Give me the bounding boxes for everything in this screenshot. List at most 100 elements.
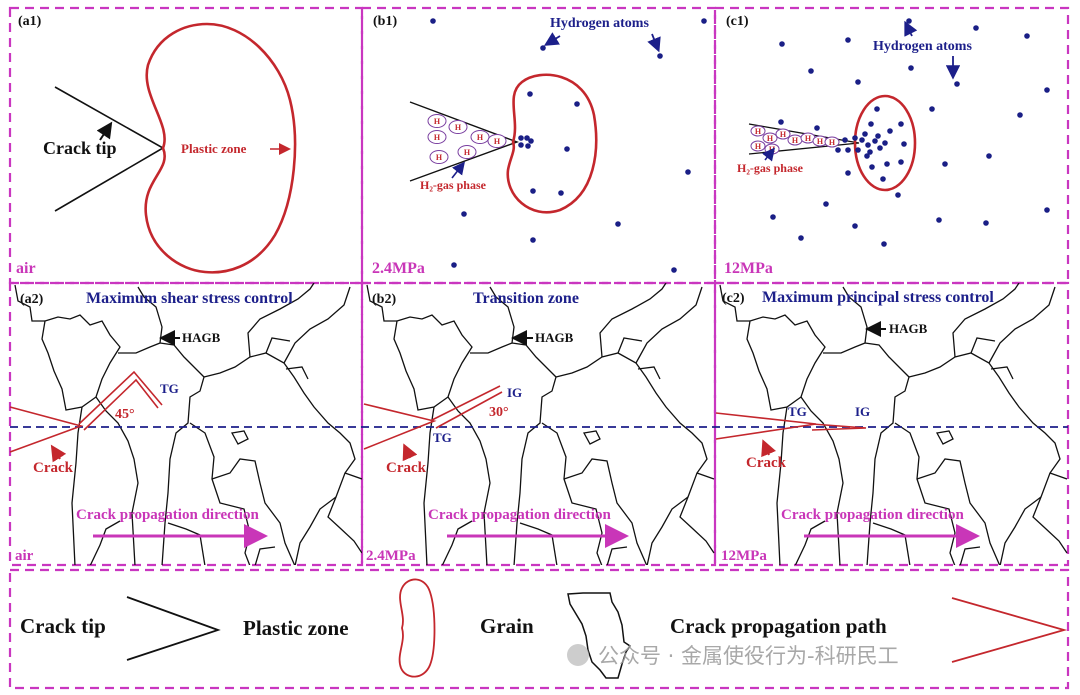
condition-label: air	[16, 260, 36, 277]
hydrogen-atom-dot	[814, 125, 820, 131]
legend-crack-path-label: Crack propagation path	[670, 614, 887, 638]
hydrogen-atom-dot	[770, 214, 776, 220]
hydrogen-atom-dot	[855, 79, 861, 85]
condition-label: air	[15, 548, 34, 564]
crack-label: Crack	[746, 455, 787, 471]
hydrogen-atom-dot	[895, 192, 901, 198]
grain-map-a2	[14, 283, 362, 565]
crack-tip-label: Crack tip	[43, 138, 117, 158]
hydrogen-atom-dot	[528, 138, 534, 144]
hydrogen-atom-dot	[574, 101, 580, 107]
h2-molecule	[487, 134, 507, 148]
hydrogen-atom-dot	[875, 133, 881, 139]
tg-label: TG	[160, 381, 179, 396]
panel-tag: (a2)	[20, 292, 44, 307]
panel-a2-frame	[8, 281, 364, 567]
hydrogen-atom-dot	[882, 140, 888, 146]
h2-molecule	[762, 132, 778, 144]
hydrogen-atom-dot	[884, 161, 890, 167]
legend-grain-label: Grain	[480, 614, 534, 638]
plastic-zone-label: Plastic zone	[181, 141, 247, 156]
hydrogen-atom-dot	[525, 143, 531, 149]
hydrogen-atom-dot	[881, 241, 887, 247]
wechat-icon	[567, 644, 589, 666]
legend-frame	[8, 568, 1070, 690]
h2-molecule-symbol: H	[780, 130, 787, 139]
direction-label: Crack propagation direction	[781, 507, 964, 523]
h2-molecule	[429, 150, 449, 164]
h2-molecule	[775, 128, 791, 140]
hydrogen-atom-dot	[898, 159, 904, 165]
hydrogen-arrow-icon	[904, 20, 918, 37]
hydrogen-atom-dot	[864, 153, 870, 159]
panel-a1-frame	[8, 6, 364, 285]
hydrogen-atom-dot	[983, 220, 989, 226]
crack-label: Crack	[33, 460, 74, 476]
hydrogen-atom-dot	[880, 176, 886, 182]
hydrogen-atom-dot	[942, 161, 948, 167]
hydrogen-atom-dot	[518, 135, 524, 141]
crack-path	[811, 423, 867, 431]
hydrogen-atom-dot	[808, 68, 814, 74]
panel-c2: (c2) Maximum principal stress control HA…	[715, 289, 994, 564]
hydrogen-arrow-icon	[543, 32, 561, 46]
h2-molecule	[750, 125, 766, 137]
h2-molecule-symbol: H	[477, 133, 484, 142]
hydrogen-atom-dot	[657, 53, 663, 59]
tg-label: TG	[433, 430, 452, 445]
hydrogen-atom-dot	[518, 142, 524, 148]
hydrogen-atom-dot	[852, 223, 858, 229]
h2-arrow-icon	[451, 161, 465, 179]
hydrogen-atoms-label: Hydrogen atoms	[550, 16, 649, 31]
hydrogen-atom-dot	[779, 41, 785, 47]
h2-arrow-icon	[762, 147, 775, 162]
legend-grain-icon	[567, 592, 632, 679]
crack-path	[78, 370, 163, 425]
hydrogen-atom-dot	[852, 135, 858, 141]
h2-molecule	[448, 120, 468, 134]
hydrogen-atom-dot	[540, 45, 546, 51]
hydrogen-atom-dot	[1017, 112, 1023, 118]
hydrogen-atoms	[770, 18, 1050, 247]
hydrogen-atom-dot	[671, 267, 677, 273]
hydrogen-atom-dot	[868, 121, 874, 127]
h2-molecule-symbol: H	[464, 148, 471, 157]
hydrogen-arrow-icon	[647, 33, 661, 53]
h2-gas-phase-label: H₂-gas phase	[420, 178, 487, 192]
hydrogen-atoms-label: Hydrogen atoms	[873, 39, 972, 54]
h2-molecule-symbol: H	[755, 127, 762, 136]
hagb-label: HAGB	[889, 321, 928, 336]
panel-c2-frame	[713, 281, 1070, 567]
hydrogen-atom-dot	[929, 106, 935, 112]
hydrogen-atom-dot	[451, 262, 457, 268]
hydrogen-atom-dot	[954, 81, 960, 87]
crack-path	[83, 378, 159, 431]
hydrogen-atom-dot	[530, 188, 536, 194]
hydrogen-atom-dot	[564, 146, 570, 152]
hydrogen-atom-dot	[936, 217, 942, 223]
panel-tag: (c1)	[726, 14, 749, 29]
condition-label: 2.4MPa	[372, 260, 425, 277]
condition-label: 12MPa	[724, 260, 773, 277]
hydrogen-atom-dot	[430, 18, 436, 24]
hagb-label: HAGB	[182, 330, 221, 345]
h2-molecule	[470, 130, 490, 144]
angle-label: 45°	[115, 407, 135, 422]
panel-b1-frame	[360, 6, 717, 285]
hydrogen-atom-dot	[867, 149, 873, 155]
grain-map-b2	[366, 283, 715, 565]
legend-plastic-zone-icon	[398, 578, 436, 678]
plastic-zone-shape	[144, 22, 297, 274]
hagb-label: HAGB	[535, 330, 574, 345]
hydrogen-atom-dot	[1024, 33, 1030, 39]
hydrogen-atom-dot	[986, 153, 992, 159]
legend-crack-tip-label: Crack tip	[20, 614, 106, 638]
crack-label: Crack	[386, 460, 427, 476]
hydrogen-atom-dot	[862, 131, 868, 137]
hydrogen-atom-dot	[685, 169, 691, 175]
hydrogen-atom-dot	[865, 142, 871, 148]
watermark: 公众号 · 金属使役行为-科研民工	[598, 644, 899, 668]
